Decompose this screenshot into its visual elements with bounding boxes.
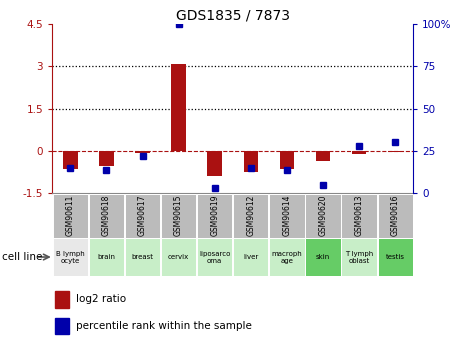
FancyBboxPatch shape: [305, 238, 341, 276]
Text: testis: testis: [386, 254, 405, 260]
FancyBboxPatch shape: [342, 194, 377, 238]
Bar: [244, 151, 258, 172]
Text: GSM90617: GSM90617: [138, 195, 147, 236]
Text: cell line: cell line: [2, 252, 43, 262]
Text: skin: skin: [316, 254, 330, 260]
Text: GSM90615: GSM90615: [174, 195, 183, 236]
FancyBboxPatch shape: [53, 238, 88, 276]
Text: liposarco
oma: liposarco oma: [199, 250, 230, 264]
Bar: [171, 63, 186, 151]
FancyBboxPatch shape: [378, 194, 413, 238]
Text: T lymph
oblast: T lymph oblast: [345, 250, 373, 264]
Text: brain: brain: [97, 254, 115, 260]
Text: cervix: cervix: [168, 254, 189, 260]
FancyBboxPatch shape: [269, 238, 304, 276]
Text: GSM90619: GSM90619: [210, 195, 219, 236]
Text: GSM90616: GSM90616: [391, 195, 399, 236]
FancyBboxPatch shape: [197, 238, 232, 276]
FancyBboxPatch shape: [125, 238, 160, 276]
Text: log2 ratio: log2 ratio: [76, 294, 126, 304]
FancyBboxPatch shape: [269, 194, 304, 238]
Text: GSM90618: GSM90618: [102, 195, 111, 236]
Bar: [280, 151, 294, 169]
Title: GDS1835 / 7873: GDS1835 / 7873: [176, 9, 290, 23]
Bar: [55, 317, 69, 334]
Bar: [316, 151, 330, 161]
FancyBboxPatch shape: [305, 194, 341, 238]
FancyBboxPatch shape: [161, 194, 196, 238]
FancyBboxPatch shape: [342, 238, 377, 276]
FancyBboxPatch shape: [378, 238, 413, 276]
FancyBboxPatch shape: [197, 194, 232, 238]
Bar: [135, 151, 150, 153]
Text: GSM90611: GSM90611: [66, 195, 75, 236]
Text: GSM90620: GSM90620: [319, 195, 327, 236]
FancyBboxPatch shape: [89, 238, 124, 276]
FancyBboxPatch shape: [161, 238, 196, 276]
Text: liver: liver: [243, 254, 258, 260]
Bar: [352, 151, 366, 154]
Bar: [388, 151, 402, 152]
FancyBboxPatch shape: [125, 194, 160, 238]
FancyBboxPatch shape: [89, 194, 124, 238]
Bar: [55, 291, 69, 307]
Text: macroph
age: macroph age: [272, 250, 302, 264]
Text: GSM90614: GSM90614: [283, 195, 291, 236]
Bar: [208, 151, 222, 176]
Bar: [63, 151, 77, 169]
Text: GSM90612: GSM90612: [247, 195, 255, 236]
FancyBboxPatch shape: [233, 238, 268, 276]
FancyBboxPatch shape: [233, 194, 268, 238]
Bar: [99, 151, 114, 166]
Text: GSM90613: GSM90613: [355, 195, 363, 236]
FancyBboxPatch shape: [53, 194, 88, 238]
Text: percentile rank within the sample: percentile rank within the sample: [76, 321, 251, 331]
Text: B lymph
ocyte: B lymph ocyte: [56, 250, 85, 264]
Text: breast: breast: [132, 254, 153, 260]
